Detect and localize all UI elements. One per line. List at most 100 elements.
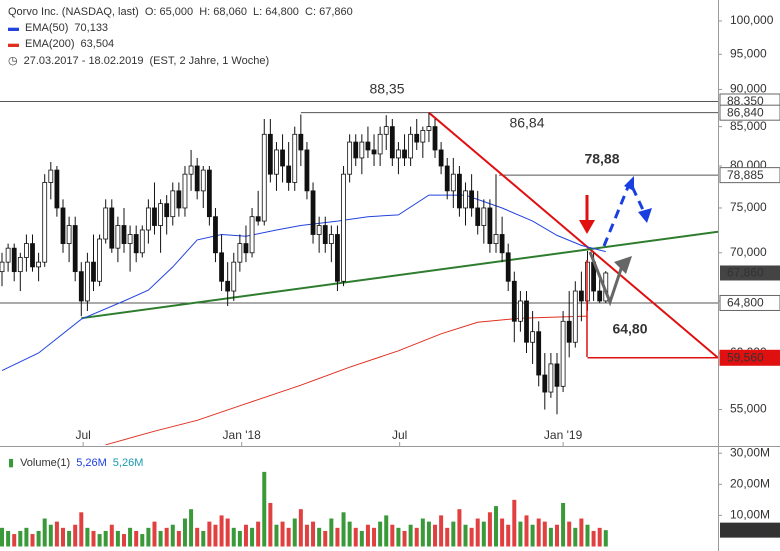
candle-body bbox=[566, 320, 572, 343]
candle-body bbox=[5, 247, 11, 263]
volume-bar bbox=[280, 521, 285, 547]
volume-bar bbox=[67, 530, 72, 547]
volume-bar bbox=[286, 527, 291, 547]
candle-body bbox=[206, 169, 212, 218]
candle-body bbox=[152, 207, 157, 226]
candle-body bbox=[255, 216, 261, 222]
volume-bar bbox=[365, 524, 370, 547]
volume-bar bbox=[304, 524, 309, 547]
candle-body bbox=[194, 165, 200, 192]
y-tick-label: 90,000 bbox=[730, 82, 767, 96]
volume-bar bbox=[481, 521, 486, 547]
volume-bar bbox=[585, 524, 590, 547]
volume-bar bbox=[317, 527, 322, 547]
last-price-tag bbox=[720, 265, 780, 281]
volume-bar bbox=[439, 515, 444, 547]
volume-bar bbox=[372, 527, 377, 547]
volume-bar bbox=[268, 502, 273, 547]
arrowhead bbox=[579, 220, 595, 234]
volume-tag bbox=[720, 522, 780, 538]
volume-bar bbox=[475, 518, 480, 547]
volume-bar bbox=[274, 524, 279, 547]
level-annotation: 78,88 bbox=[584, 151, 619, 167]
candle-body bbox=[530, 331, 535, 343]
candle-body bbox=[274, 149, 279, 175]
candle-body bbox=[231, 261, 237, 292]
trendline bbox=[81, 230, 718, 320]
x-tick-label: Jan '19 bbox=[544, 428, 583, 442]
candle-body bbox=[444, 165, 450, 192]
candle-body bbox=[365, 141, 371, 151]
candle-body bbox=[91, 261, 96, 282]
candle-body bbox=[267, 133, 273, 175]
volume-bar bbox=[146, 527, 151, 547]
volume-bar bbox=[451, 521, 456, 547]
candle-body bbox=[475, 207, 481, 226]
volume-bar bbox=[597, 527, 602, 547]
candle-body bbox=[261, 133, 267, 222]
candle-body bbox=[133, 234, 139, 254]
candle-body bbox=[377, 133, 383, 155]
volume-tick-label: 20,00M bbox=[730, 476, 770, 490]
candle-body bbox=[139, 229, 145, 254]
candle-body bbox=[103, 207, 109, 240]
y-tick-label: 85,000 bbox=[730, 119, 767, 133]
candle-body bbox=[36, 261, 42, 268]
legend-name: EMA(200) bbox=[25, 38, 75, 50]
candle-body bbox=[249, 216, 255, 254]
volume-bar bbox=[548, 527, 553, 547]
candle-body bbox=[127, 234, 133, 244]
price-tag bbox=[719, 167, 780, 184]
candle-body bbox=[371, 149, 377, 155]
volume-bar bbox=[213, 524, 218, 547]
y-tick-label: 75,000 bbox=[730, 200, 767, 214]
volume-name: Volume(1) bbox=[20, 457, 71, 469]
legend-value: 70,133 bbox=[74, 22, 109, 34]
volume-bar bbox=[121, 534, 126, 547]
volume-bar bbox=[231, 527, 236, 547]
volume-bar bbox=[164, 527, 169, 547]
candle-body bbox=[298, 133, 304, 151]
volume-bar bbox=[542, 521, 547, 547]
candle-body bbox=[145, 207, 151, 231]
candle-body bbox=[383, 126, 389, 135]
candle-body bbox=[200, 169, 206, 192]
volume-legend: ▮ Volume(1) 5,26M 5,26M bbox=[8, 457, 144, 469]
volume-bar bbox=[262, 471, 267, 547]
candle-body bbox=[518, 300, 523, 322]
legend-name: EMA(50) bbox=[25, 22, 69, 34]
trendline bbox=[428, 111, 718, 359]
price-tag-label: 64,800 bbox=[727, 296, 764, 310]
volume-bar bbox=[335, 527, 340, 547]
volume-bar bbox=[573, 527, 578, 547]
volume-bar bbox=[298, 509, 303, 547]
volume-bar bbox=[85, 527, 90, 547]
candle-body bbox=[17, 257, 23, 273]
candle-body bbox=[578, 290, 584, 302]
candle-body bbox=[505, 252, 511, 282]
candle-body bbox=[572, 290, 578, 343]
volume-bar bbox=[115, 530, 120, 547]
volume-bar bbox=[158, 530, 163, 547]
volume-bar bbox=[567, 521, 572, 547]
volume-bar bbox=[408, 524, 413, 547]
candle-body bbox=[359, 141, 365, 159]
volume-bar bbox=[170, 524, 175, 547]
volume-bar bbox=[323, 530, 328, 547]
candle-body bbox=[414, 133, 420, 143]
candle-body bbox=[11, 247, 17, 273]
header-line: Qorvo Inc. (NASDAQ, last) O: 65,000 H: 68… bbox=[8, 6, 359, 18]
volume-bar bbox=[48, 524, 53, 547]
candle-body bbox=[72, 225, 78, 273]
volume-tag-label: 5,26M bbox=[727, 523, 760, 537]
volume-bar bbox=[60, 527, 65, 547]
candle-body bbox=[109, 207, 115, 249]
legend-value: 63,504 bbox=[80, 38, 115, 50]
last-price-label: 67,860 bbox=[727, 266, 764, 280]
range: 27.03.2017 - 18.02.2019 bbox=[23, 55, 144, 67]
volume-bar bbox=[384, 515, 389, 547]
candle-body bbox=[66, 225, 72, 244]
x-tick-label: Jan '18 bbox=[223, 428, 262, 442]
y-tick-label: 100,000 bbox=[730, 13, 774, 27]
x-tick-label: Jul bbox=[75, 428, 90, 442]
